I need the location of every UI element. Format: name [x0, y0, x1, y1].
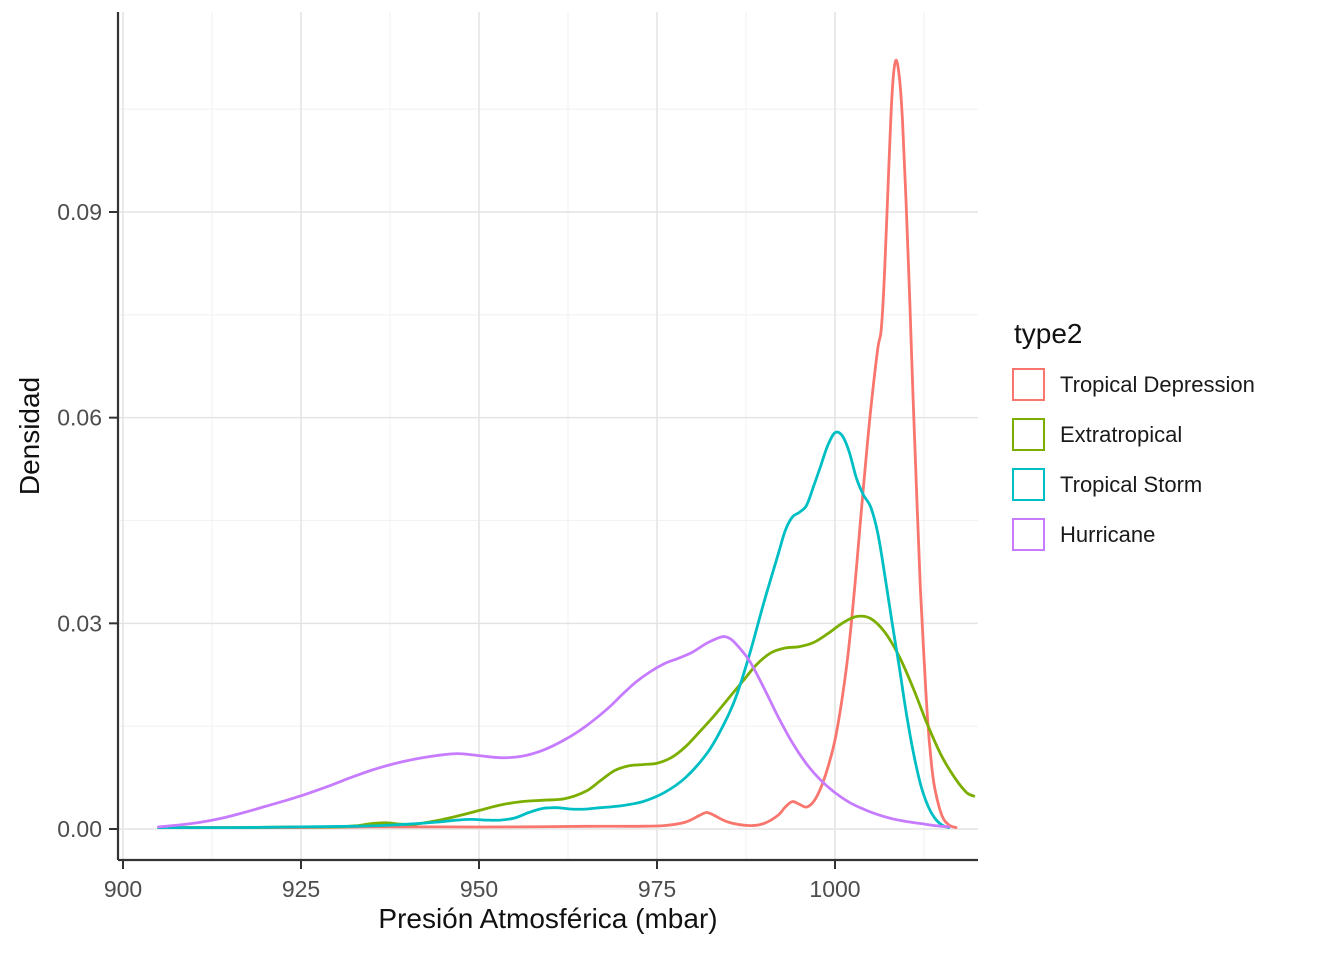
legend: type2 Tropical Depression Extratropical …	[1012, 318, 1255, 568]
legend-label: Hurricane	[1060, 521, 1156, 547]
x-tick-label: 975	[638, 876, 676, 902]
axis-tick-marks	[109, 210, 836, 869]
x-tick-label: 1000	[809, 876, 860, 902]
density-curves	[157, 58, 976, 830]
legend-title: type2	[1014, 318, 1083, 349]
x-tick-label: 900	[104, 876, 142, 902]
legend-item-extratropical: Extratropical	[1012, 418, 1255, 451]
x-tick-label: 925	[282, 876, 320, 902]
y-tick-label: 0.00	[57, 816, 102, 842]
legend-label: Extratropical	[1060, 421, 1183, 447]
x-tick-label: 950	[460, 876, 498, 902]
legend-item-tropical-depression: Tropical Depression	[1012, 368, 1255, 401]
legend-key-tropical-depression	[1012, 368, 1045, 401]
legend-item-hurricane: Hurricane	[1012, 518, 1255, 551]
y-axis-title: Densidad	[14, 376, 45, 496]
axis-lines	[116, 12, 978, 862]
density-curve-extratropical	[157, 614, 976, 830]
density-curve-tropical-depression	[157, 58, 958, 830]
axis-tick-labels: 900 925 950 975 1000 0.00 0.03 0.06 0.09	[57, 199, 860, 902]
x-axis-title: Presión Atmosférica (mbar)	[378, 903, 718, 934]
legend-key-hurricane	[1012, 518, 1045, 551]
legend-label: Tropical Storm	[1060, 471, 1203, 497]
grid-minor-lines	[118, 12, 978, 860]
legend-key-tropical-storm	[1012, 468, 1045, 501]
density-curve-hurricane	[157, 635, 951, 829]
legend-label: Tropical Depression	[1060, 371, 1255, 397]
grid-major-lines	[118, 12, 978, 860]
y-tick-label: 0.09	[57, 199, 102, 225]
legend-key-extratropical	[1012, 418, 1045, 451]
legend-item-tropical-storm: Tropical Storm	[1012, 468, 1255, 501]
y-tick-label: 0.06	[57, 405, 102, 431]
y-tick-label: 0.03	[57, 610, 102, 636]
density-curve-tropical-storm	[157, 430, 951, 830]
